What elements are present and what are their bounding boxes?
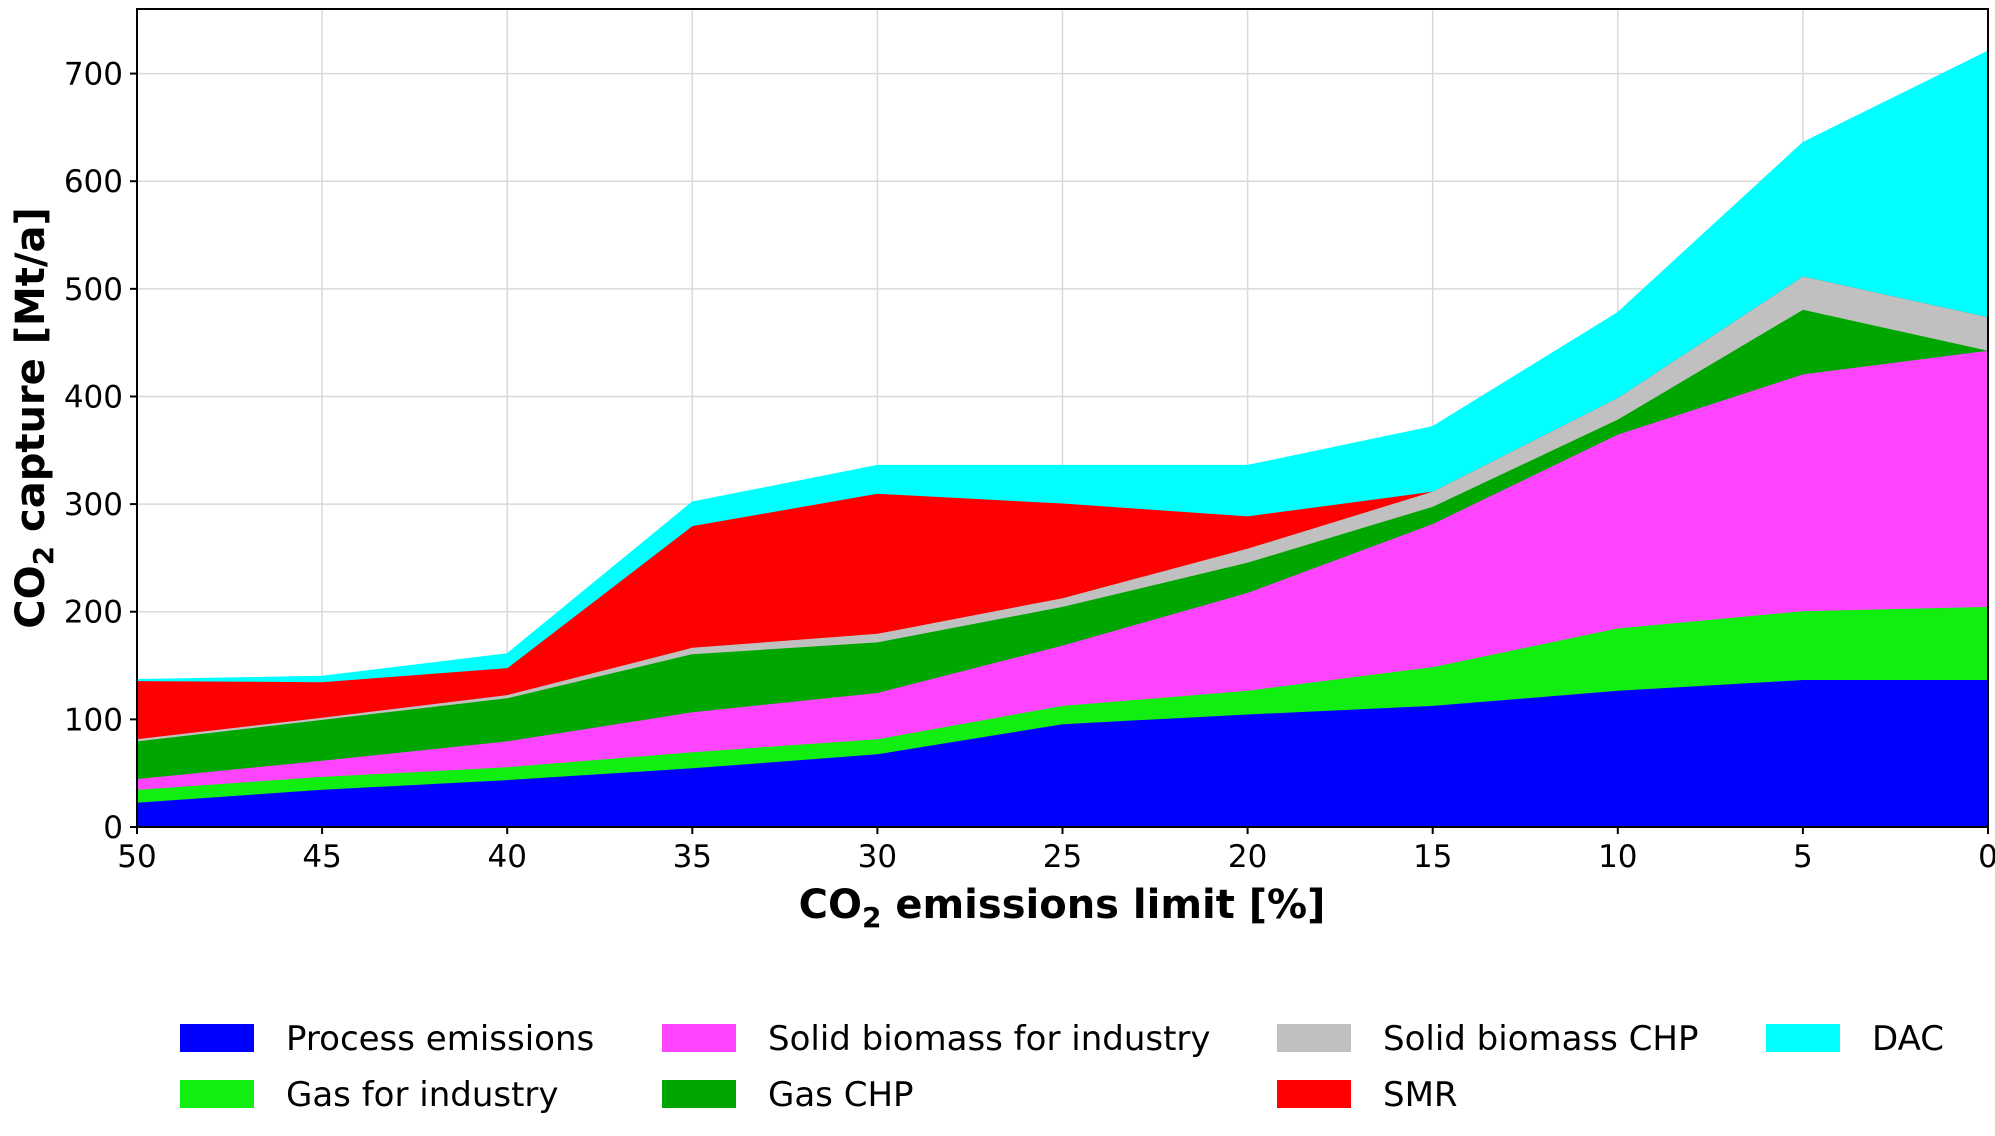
y-tick-label: 300 [64, 487, 123, 523]
legend-label-process-emissions: Process emissions [286, 1019, 594, 1059]
x-tick-label: 45 [302, 839, 341, 875]
y-tick-label: 0 [103, 810, 123, 846]
x-tick-label: 50 [117, 839, 156, 875]
x-tick-label: 0 [1978, 839, 1995, 875]
y-tick-label: 100 [64, 702, 123, 738]
plot-areas [136, 50, 1989, 828]
legend-swatch-solid-biomass-for-industry [662, 1024, 736, 1052]
x-axis-ticks: 50 45 40 35 30 25 20 15 10 5 0 [117, 827, 1995, 875]
legend-swatch-dac [1766, 1024, 1840, 1052]
y-axis-title: CO2 capture [Mt/a] [8, 207, 60, 629]
legend-label-gas-for-industry: Gas for industry [286, 1075, 559, 1115]
x-tick-label: 35 [673, 839, 712, 875]
x-tick-label: 5 [1793, 839, 1813, 875]
legend-swatch-process-emissions [180, 1024, 254, 1052]
y-tick-label: 200 [64, 595, 123, 631]
x-tick-label: 10 [1598, 839, 1637, 875]
y-axis-ticks: 0 100 200 300 400 500 600 700 [64, 57, 137, 846]
legend-swatch-gas-chp [662, 1080, 736, 1108]
y-tick-label: 500 [64, 272, 123, 308]
x-tick-label: 30 [858, 839, 897, 875]
legend-swatch-solid-biomass-chp [1277, 1024, 1351, 1052]
legend-swatch-smr [1277, 1080, 1351, 1108]
x-tick-label: 25 [1043, 839, 1082, 875]
legend-swatch-gas-for-industry [180, 1080, 254, 1108]
y-tick-label: 600 [64, 164, 123, 200]
legend-label-solid-biomass-chp: Solid biomass CHP [1383, 1019, 1699, 1059]
legend-label-solid-biomass-for-industry: Solid biomass for industry [768, 1019, 1211, 1059]
legend-label-smr: SMR [1383, 1075, 1458, 1115]
y-tick-label: 700 [64, 57, 123, 93]
y-tick-label: 400 [64, 379, 123, 415]
x-tick-label: 40 [487, 839, 526, 875]
legend-label-dac: DAC [1872, 1019, 1944, 1059]
x-axis-title: CO2 emissions limit [%] [799, 882, 1326, 934]
legend-label-gas-chp: Gas CHP [768, 1075, 914, 1115]
x-tick-label: 15 [1413, 839, 1452, 875]
x-tick-label: 20 [1228, 839, 1267, 875]
legend: Process emissions Gas for industry Solid b… [180, 1019, 1944, 1115]
